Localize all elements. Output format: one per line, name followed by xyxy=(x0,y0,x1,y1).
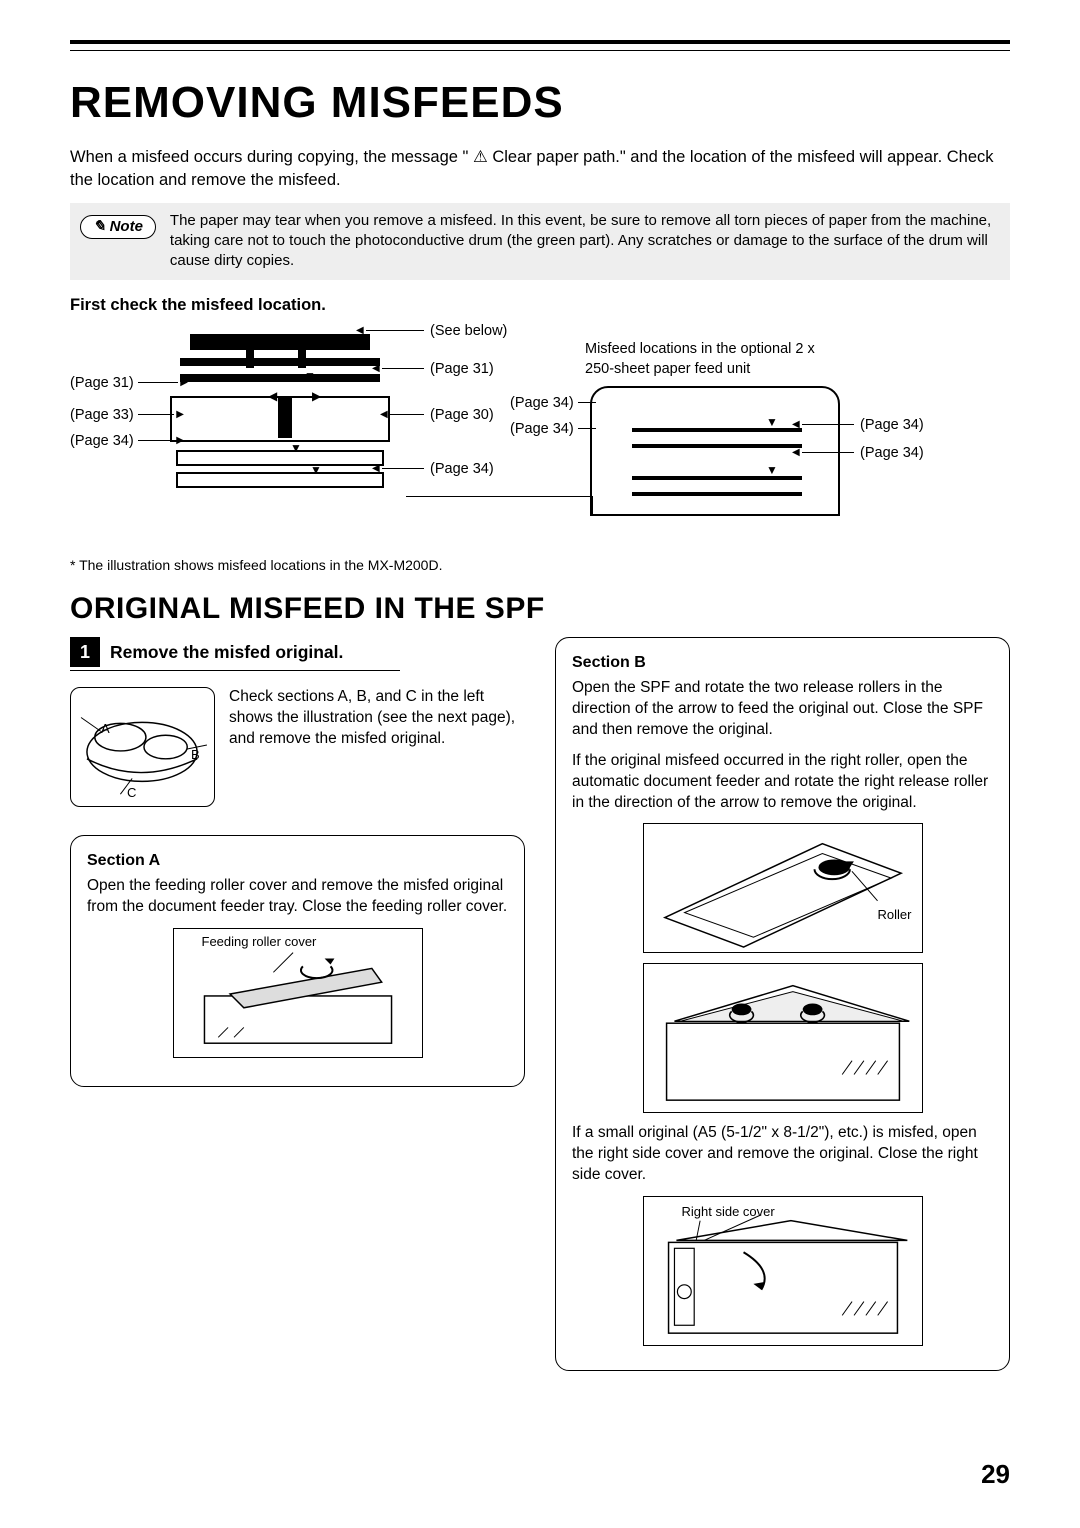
page-rule-thick xyxy=(70,40,1010,44)
section-a-title: Section A xyxy=(87,850,508,872)
diagram-label: (See below) xyxy=(430,322,507,342)
page-number: 29 xyxy=(981,1457,1010,1492)
step-number: 1 xyxy=(70,637,100,667)
section-heading: ORIGINAL MISFEED IN THE SPF xyxy=(70,589,1010,630)
diagram-label: (Page 34) xyxy=(70,432,134,452)
printer-schematic: ▼ ▼ ◀ ▶ ▼ ▼ xyxy=(150,328,410,508)
section-a-illustration: Feeding roller cover xyxy=(173,928,423,1058)
misfeed-diagram: ▼ ▼ ◀ ▶ ▼ ▼ (Page 31) (Page 33) (Page 34… xyxy=(70,320,1010,550)
diagram-label: (Page 34) xyxy=(860,444,924,464)
optional-unit: ▼ ▼ xyxy=(590,386,840,516)
diagram-label: (Page 30) xyxy=(430,406,494,426)
section-b-p1: Open the SPF and rotate the two release … xyxy=(572,678,993,741)
step-underline xyxy=(70,670,400,671)
abc-label-b: B xyxy=(191,746,200,764)
note-badge: ✎ Note xyxy=(80,215,156,239)
section-b-title: Section B xyxy=(572,652,993,674)
illustration-footnote: * The illustration shows misfeed locatio… xyxy=(70,556,1010,575)
diagram-label: (Page 34) xyxy=(430,460,494,480)
step-title: Remove the misfed original. xyxy=(110,641,343,665)
note-box: ✎ Note The paper may tear when you remov… xyxy=(70,203,1010,280)
section-b-illustration-3: Right side cover xyxy=(643,1196,923,1346)
right-side-cover-label: Right side cover xyxy=(682,1203,775,1221)
section-b-svg-1 xyxy=(644,824,922,952)
step-text: Check sections A, B, and C in the left s… xyxy=(229,687,525,807)
section-b-illustration-2 xyxy=(643,963,923,1113)
roller-label: Roller xyxy=(878,906,912,924)
check-heading: First check the misfeed location. xyxy=(70,294,1010,316)
step-header: 1 Remove the misfed original. xyxy=(70,637,525,667)
pencil-icon: ✎ xyxy=(93,217,106,237)
section-b-box: Section B Open the SPF and rotate the tw… xyxy=(555,637,1010,1371)
diagram-label: (Page 34) xyxy=(860,416,924,436)
section-a-text: Open the feeding roller cover and remove… xyxy=(87,876,508,918)
diagram-label: (Page 31) xyxy=(430,360,494,380)
page-rule-thin xyxy=(70,50,1010,51)
step-content: A B C Check sections A, B, and C in the … xyxy=(70,687,525,807)
optional-unit-caption: Misfeed locations in the optional 2 x 25… xyxy=(585,340,845,379)
diagram-label: (Page 31) xyxy=(70,374,134,394)
note-badge-label: Note xyxy=(110,217,143,237)
right-column: Section B Open the SPF and rotate the tw… xyxy=(555,637,1010,1391)
section-a-box: Section A Open the feeding roller cover … xyxy=(70,835,525,1086)
section-b-illustration-1: Roller xyxy=(643,823,923,953)
abc-label-a: A xyxy=(101,720,110,738)
diagram-label: (Page 33) xyxy=(70,406,134,426)
section-b-p2: If the original misfeed occurred in the … xyxy=(572,751,993,814)
diagram-label: (Page 34) xyxy=(510,394,574,414)
note-text: The paper may tear when you remove a mis… xyxy=(170,211,1000,272)
intro-paragraph: When a misfeed occurs during copying, th… xyxy=(70,146,1010,191)
diagram-label: (Page 34) xyxy=(510,420,574,440)
abc-label-c: C xyxy=(127,784,136,802)
section-b-svg-2 xyxy=(644,964,922,1112)
left-column: 1 Remove the misfed original. A B C Che xyxy=(70,637,525,1106)
page-title: REMOVING MISFEEDS xyxy=(70,73,1010,132)
section-b-p3: If a small original (A5 (5-1/2" x 8-1/2"… xyxy=(572,1123,993,1186)
abc-diagram: A B C xyxy=(70,687,215,807)
feeding-roller-label: Feeding roller cover xyxy=(202,933,317,951)
